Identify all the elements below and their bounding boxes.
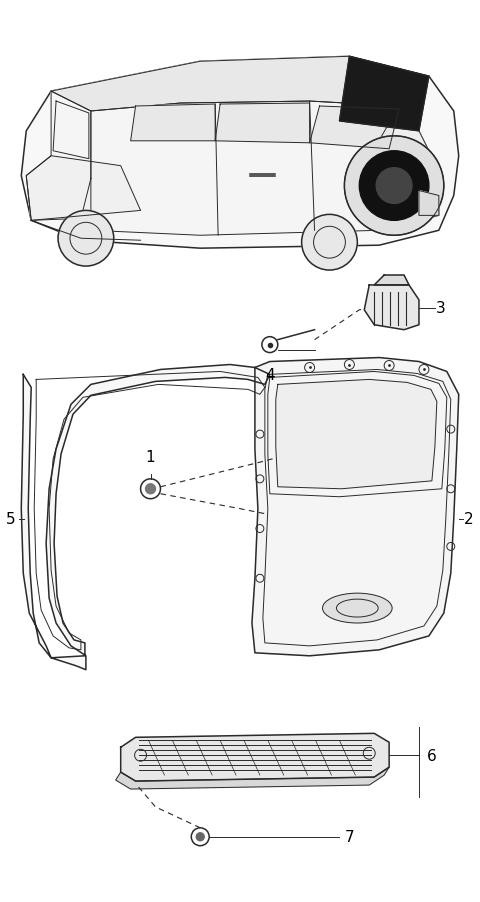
Circle shape bbox=[196, 833, 204, 841]
Circle shape bbox=[301, 216, 357, 271]
Polygon shape bbox=[26, 157, 141, 221]
Circle shape bbox=[360, 152, 429, 221]
Polygon shape bbox=[131, 105, 215, 142]
Text: 3: 3 bbox=[436, 301, 445, 316]
Polygon shape bbox=[374, 106, 439, 229]
Polygon shape bbox=[91, 102, 439, 236]
Circle shape bbox=[344, 137, 444, 236]
Polygon shape bbox=[21, 57, 459, 249]
Text: 4: 4 bbox=[265, 368, 275, 383]
Text: 1: 1 bbox=[146, 449, 156, 465]
Polygon shape bbox=[310, 106, 399, 150]
Circle shape bbox=[145, 484, 156, 494]
Polygon shape bbox=[364, 286, 419, 330]
Polygon shape bbox=[215, 104, 310, 143]
Polygon shape bbox=[26, 92, 91, 221]
Circle shape bbox=[376, 169, 412, 204]
Polygon shape bbox=[339, 57, 429, 132]
Polygon shape bbox=[419, 191, 439, 216]
Polygon shape bbox=[51, 57, 429, 112]
Polygon shape bbox=[120, 733, 389, 781]
Polygon shape bbox=[276, 380, 437, 489]
Text: 7: 7 bbox=[344, 829, 354, 844]
Polygon shape bbox=[374, 276, 409, 286]
Text: 5: 5 bbox=[6, 511, 16, 527]
Polygon shape bbox=[252, 358, 459, 656]
Polygon shape bbox=[21, 365, 270, 670]
Ellipse shape bbox=[323, 594, 392, 623]
Circle shape bbox=[58, 211, 114, 267]
Text: 6: 6 bbox=[427, 748, 437, 763]
Polygon shape bbox=[116, 768, 389, 789]
Text: 2: 2 bbox=[464, 511, 473, 527]
